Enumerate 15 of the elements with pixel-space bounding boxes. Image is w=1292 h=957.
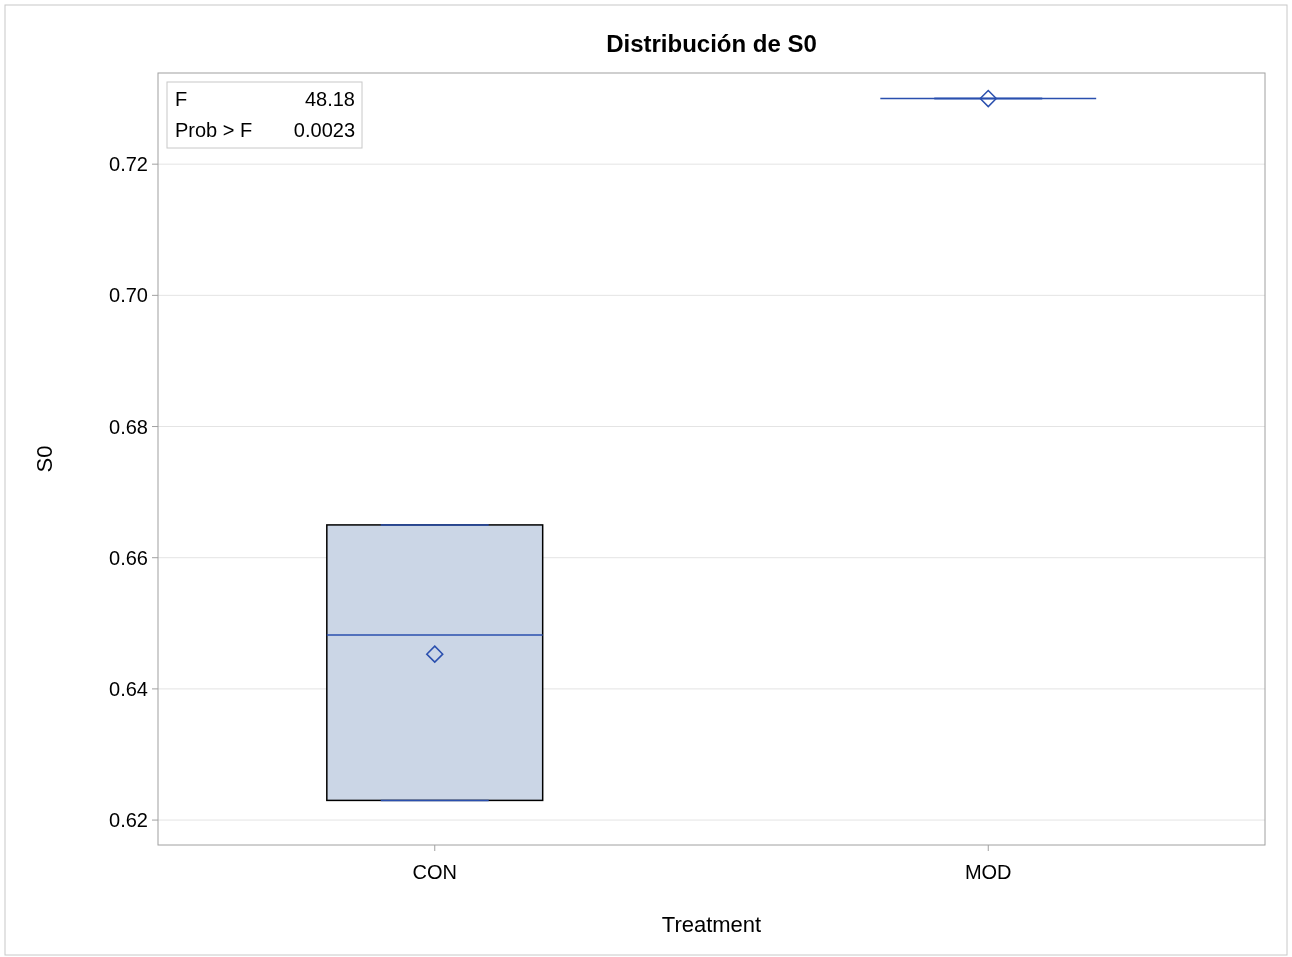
chart-title: Distribución de S0 xyxy=(606,30,817,57)
x-tick-label: CON xyxy=(412,861,457,883)
annotation: Prob > F xyxy=(175,119,253,141)
y-tick-label: 0.72 xyxy=(109,153,148,176)
annotation: F xyxy=(175,88,188,110)
x-tick-label: MOD xyxy=(964,861,1012,883)
y-tick-label: 0.64 xyxy=(109,677,148,700)
y-tick-label: 0.62 xyxy=(109,809,148,832)
y-tick-label: 0.68 xyxy=(109,415,148,438)
x-axis-title: Treatment xyxy=(661,912,762,937)
annotation: 48.18 xyxy=(304,88,355,110)
y-tick-label: 0.70 xyxy=(109,284,148,307)
y-axis-title: S0 xyxy=(32,445,57,473)
y-tick-label: 0.66 xyxy=(109,546,148,569)
annotation: 0.0023 xyxy=(293,119,355,141)
